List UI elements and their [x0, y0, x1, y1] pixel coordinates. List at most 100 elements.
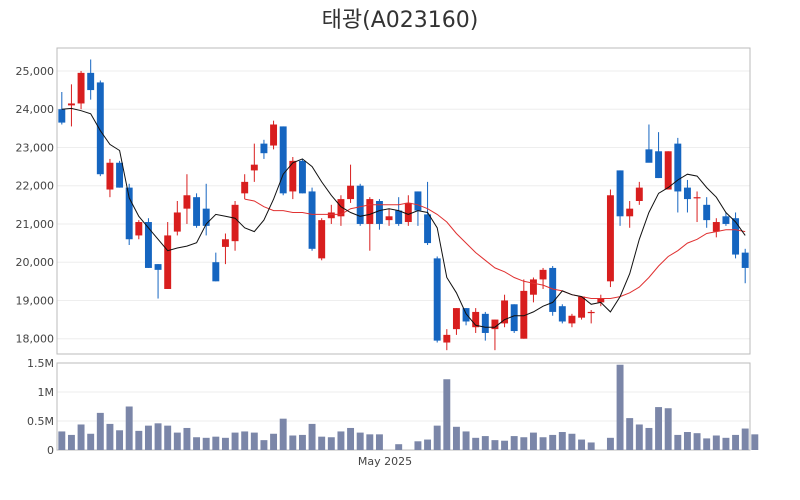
- candle: [452, 308, 460, 335]
- volume-bar: [587, 442, 595, 450]
- candle-body: [693, 197, 701, 199]
- candle: [558, 304, 566, 324]
- volume-bar: [375, 434, 383, 450]
- candle-body: [289, 160, 297, 192]
- candle-body: [154, 264, 162, 270]
- candle: [231, 201, 239, 251]
- candle-body: [308, 191, 316, 249]
- candle-body: [87, 72, 95, 91]
- candle-body: [347, 185, 355, 200]
- volume-bar: [289, 435, 297, 450]
- candle: [501, 294, 509, 328]
- price-y-tick-label: 20,000: [16, 256, 55, 269]
- candle: [472, 308, 480, 333]
- volume-bar: [87, 433, 95, 450]
- candle-body: [404, 202, 412, 223]
- price-y-tick-label: 25,000: [16, 65, 55, 78]
- volume-bar: [568, 433, 576, 450]
- candle: [67, 84, 75, 127]
- candle: [212, 252, 220, 282]
- candle-body: [337, 199, 345, 217]
- candle-body: [578, 296, 586, 318]
- candle: [173, 201, 181, 236]
- candle-body: [520, 290, 528, 339]
- candle-body: [395, 210, 403, 224]
- volume-bar: [529, 432, 537, 450]
- price-y-tick-label: 18,000: [16, 333, 55, 346]
- volume-plot-frame: [56, 362, 751, 451]
- candlestick-series: [58, 59, 749, 351]
- candle-body: [510, 304, 518, 332]
- candle-body: [462, 308, 470, 322]
- price-y-tick-label: 24,000: [16, 103, 55, 116]
- candle: [289, 157, 297, 200]
- volume-bar: [606, 437, 614, 450]
- candle-body: [626, 208, 634, 217]
- candle-body: [616, 170, 624, 217]
- price-y-tick-label: 23,000: [16, 141, 55, 154]
- price-y-tick-label: 19,000: [16, 294, 55, 307]
- volume-bar: [279, 418, 287, 450]
- candle-body: [77, 72, 85, 104]
- candle-body: [193, 197, 201, 226]
- candle-body: [414, 191, 422, 211]
- candle: [433, 256, 441, 343]
- price-y-axis: 18,000 19,000 20,000 21,000 22,000 23,000 24,0…: [16, 65, 55, 346]
- price-plot-frame: [56, 47, 751, 355]
- volume-bar: [144, 425, 152, 450]
- volume-y-tick-label: 1.5M: [27, 357, 54, 370]
- volume-bar: [732, 434, 740, 450]
- candle-body: [173, 212, 181, 232]
- candle: [655, 132, 663, 179]
- candle: [741, 248, 749, 284]
- candle: [308, 187, 316, 251]
- candle: [404, 195, 412, 226]
- candle: [712, 218, 720, 238]
- candle: [58, 91, 66, 125]
- volume-bar: [221, 437, 229, 450]
- candle: [732, 212, 740, 259]
- candle-body: [491, 319, 499, 330]
- candle: [77, 70, 85, 110]
- candle: [481, 311, 489, 341]
- price-gridlines: [57, 70, 750, 340]
- volume-bar: [433, 425, 441, 450]
- volume-bar: [481, 436, 489, 450]
- volume-bar: [241, 431, 249, 450]
- volume-bar: [578, 439, 586, 450]
- candle: [722, 212, 730, 226]
- candle: [395, 197, 403, 226]
- candle-body: [664, 151, 672, 190]
- volume-bar: [125, 406, 133, 450]
- volume-bar: [347, 427, 355, 450]
- candle-body: [327, 212, 335, 219]
- volume-bar: [212, 436, 220, 450]
- candle-body: [356, 185, 364, 224]
- volume-bar: [443, 379, 451, 450]
- candle-body: [558, 306, 566, 322]
- price-y-tick-label: 21,000: [16, 218, 55, 231]
- ma5-line: [61, 107, 746, 328]
- volume-bar: [549, 434, 557, 450]
- volume-bar: [693, 433, 701, 450]
- candle-body: [164, 235, 172, 289]
- candle-body: [366, 199, 374, 224]
- candle: [135, 220, 143, 240]
- candle-body: [96, 82, 104, 175]
- volume-y-axis: 0 0.5M 1M 1.5M: [27, 357, 54, 457]
- volume-bar: [655, 407, 663, 450]
- volume-bar: [58, 431, 66, 450]
- candle-body: [674, 143, 682, 192]
- volume-bar: [712, 435, 720, 450]
- candle-body: [279, 126, 287, 194]
- candle: [356, 183, 364, 226]
- candle-body: [106, 162, 114, 190]
- volume-bar: [154, 423, 162, 450]
- candle-body: [241, 181, 249, 194]
- volume-bar: [674, 434, 682, 450]
- candle: [385, 208, 393, 226]
- candle: [645, 124, 653, 163]
- candle-body: [539, 269, 547, 280]
- candle: [414, 191, 422, 226]
